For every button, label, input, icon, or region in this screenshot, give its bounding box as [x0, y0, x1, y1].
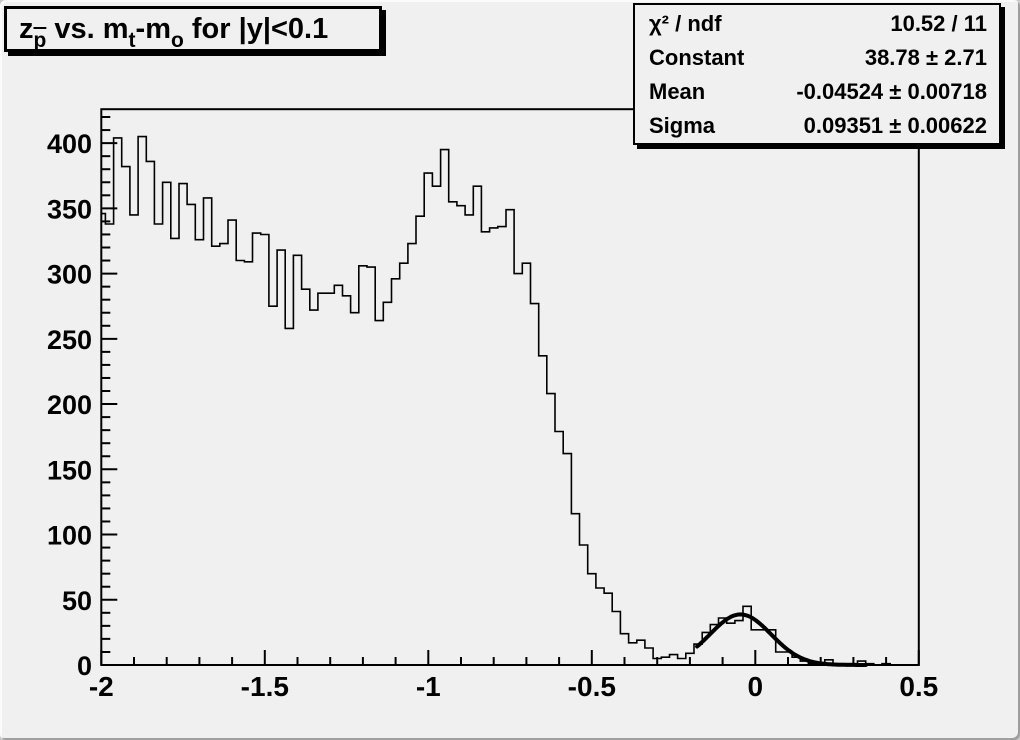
x-tick-label: -1 [416, 671, 441, 702]
y-tick-label: 200 [47, 390, 92, 420]
stats-row-chi2: χ² / ndf 10.52 / 11 [635, 7, 999, 41]
gaussian-fit-curve [695, 612, 868, 667]
stats-row-constant: Constant 38.78 ± 2.71 [635, 41, 999, 75]
x-tick-label: -0.5 [568, 671, 616, 702]
title-segment: vs. m [46, 12, 129, 45]
stats-value: 0.09351 ± 0.00622 [803, 113, 987, 138]
stats-label: Sigma [649, 113, 716, 138]
fit-stats-box: χ² / ndf 10.52 / 11 Constant 38.78 ± 2.7… [633, 3, 1001, 145]
x-tick-label: -2 [89, 671, 114, 702]
title-segment: t [128, 28, 136, 52]
y-tick-label: 300 [47, 260, 92, 290]
y-tick-label: 350 [47, 194, 92, 224]
x-tick-label: 0.5 [899, 671, 938, 702]
y-tick-label: 100 [47, 521, 92, 551]
y-tick-label: 0 [77, 651, 92, 681]
title-segment: p [33, 28, 47, 52]
stats-value: 10.52 / 11 [890, 11, 987, 36]
title-segment: z [19, 12, 34, 45]
x-tick-label: 0 [748, 671, 764, 702]
chart-title-box: zp vs. mt-mo for |y|<0.1 [4, 6, 382, 52]
stats-label: Mean [649, 79, 706, 104]
stats-value: -0.04524 ± 0.00718 [796, 79, 987, 104]
title-segment: for |y|<0.1 [183, 12, 329, 45]
title-segment: -m [135, 12, 171, 45]
stats-value: 38.78 ± 2.71 [864, 45, 987, 70]
stats-row-mean: Mean -0.04524 ± 0.00718 [635, 75, 999, 109]
stats-label: Constant [649, 45, 745, 70]
chart-title: zp vs. mt-mo for |y|<0.1 [19, 12, 329, 51]
title-segment: o [171, 28, 184, 52]
plot-frame [100, 108, 920, 666]
stats-row-sigma: Sigma 0.09351 ± 0.00622 [635, 109, 999, 143]
y-tick-label: 400 [47, 129, 92, 159]
y-tick-label: 50 [62, 586, 92, 616]
y-tick-label: 250 [47, 325, 92, 355]
y-tick-label: 150 [47, 455, 92, 485]
histogram-path [101, 135, 919, 666]
stats-label: χ² / ndf [649, 11, 722, 36]
x-tick-label: -1.5 [241, 671, 289, 702]
